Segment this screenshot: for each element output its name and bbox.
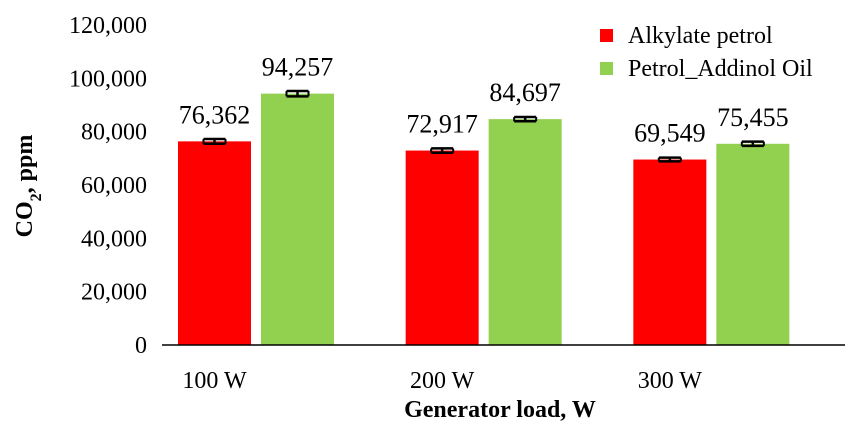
data-label: 76,362 bbox=[179, 100, 251, 129]
y-tick-label: 20,000 bbox=[81, 280, 147, 306]
y-axis-ticks: 0 20,000 40,000 60,000 80,000 100,000 120,000 bbox=[69, 13, 147, 359]
data-label: 69,549 bbox=[634, 119, 706, 148]
y-tick-label: 60,000 bbox=[81, 173, 147, 199]
data-label: 72,917 bbox=[406, 110, 478, 139]
x-axis-categories: 100 W 200 W 300 W bbox=[182, 368, 702, 394]
data-label: 84,697 bbox=[489, 78, 561, 107]
x-category-label: 300 W bbox=[638, 368, 703, 394]
error-bar bbox=[285, 89, 310, 98]
bars bbox=[178, 93, 790, 346]
legend-swatch-petrol-addinol-oil bbox=[600, 62, 613, 75]
bar-petrol-addinol-oil-300-w bbox=[716, 143, 790, 345]
x-axis-title: Generator load, W bbox=[404, 397, 596, 423]
y-axis-title-unit: , ppm bbox=[12, 135, 38, 194]
bar-alkylate-petrol-100-w bbox=[178, 141, 251, 345]
legend-label-petrol-addinol-oil: Petrol_Addinol Oil bbox=[628, 56, 813, 82]
bar-alkylate-petrol-200-w bbox=[405, 150, 479, 345]
y-tick-label: 0 bbox=[135, 333, 147, 359]
bar-petrol-addinol-oil-100-w bbox=[261, 93, 334, 345]
data-label: 75,455 bbox=[717, 103, 789, 132]
bar-alkylate-petrol-300-w bbox=[633, 159, 707, 345]
error-bar bbox=[740, 140, 765, 148]
y-axis-title-main: CO bbox=[12, 201, 38, 237]
legend: Alkylate petrol Petrol_Addinol Oil bbox=[600, 23, 813, 82]
error-bar bbox=[657, 156, 682, 163]
legend-label-alkylate-petrol: Alkylate petrol bbox=[628, 23, 773, 49]
y-tick-label: 100,000 bbox=[69, 66, 147, 92]
error-bar bbox=[513, 115, 538, 123]
x-category-label: 200 W bbox=[410, 368, 475, 394]
y-tick-label: 80,000 bbox=[81, 120, 147, 146]
x-category-label: 100 W bbox=[182, 368, 247, 394]
y-axis-title: CO2, ppm bbox=[12, 135, 45, 238]
error-bars bbox=[202, 89, 765, 163]
data-labels: 76,362 94,257 72,917 84,697 69,549 75,455 bbox=[179, 53, 789, 148]
y-tick-label: 120,000 bbox=[69, 13, 147, 39]
error-bar bbox=[430, 147, 455, 154]
y-axis-title-subscript: 2 bbox=[28, 193, 45, 201]
data-label: 94,257 bbox=[262, 53, 334, 82]
y-tick-label: 40,000 bbox=[81, 226, 147, 252]
legend-swatch-alkylate-petrol bbox=[600, 29, 613, 42]
error-bar bbox=[202, 137, 227, 146]
bar-petrol-addinol-oil-200-w bbox=[488, 119, 562, 346]
